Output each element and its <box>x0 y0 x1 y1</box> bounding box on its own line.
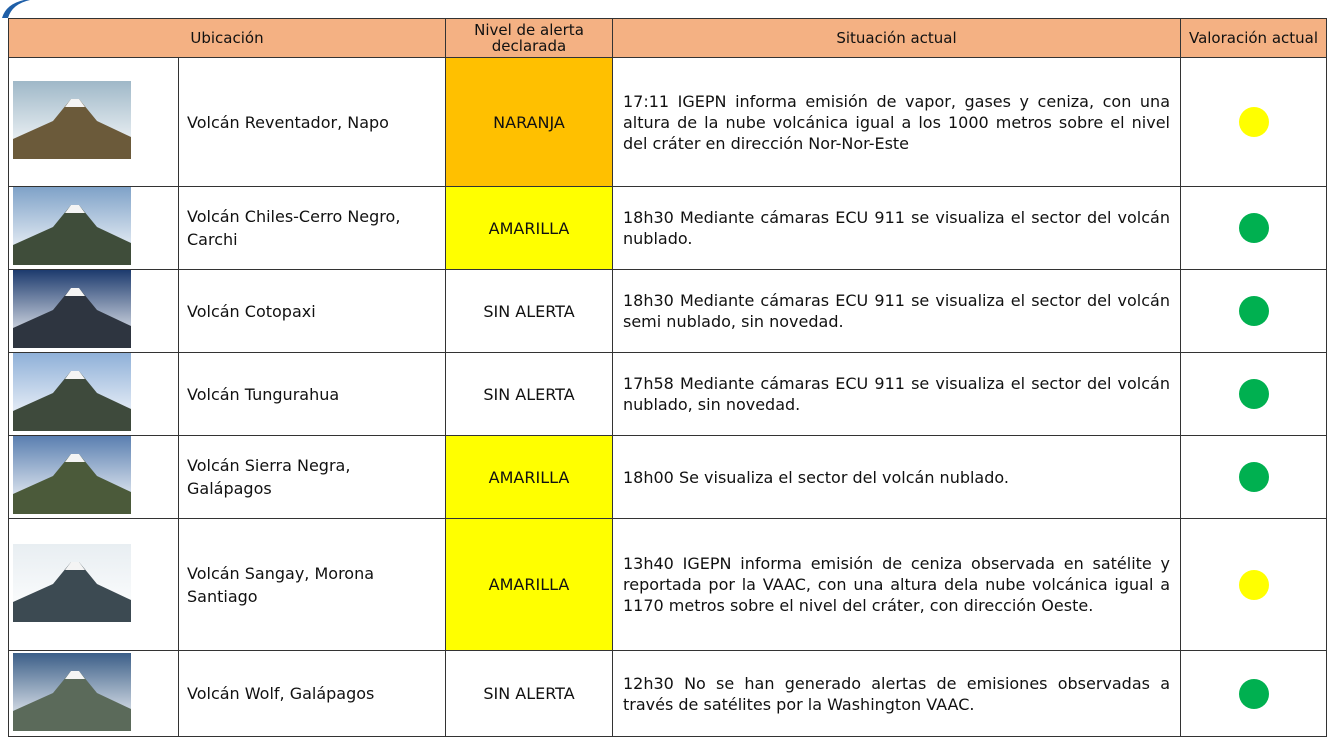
situation: 13h40 IGEPN informa emisión de ceniza ob… <box>612 518 1181 651</box>
table-body: Volcán Reventador, Napo NARANJA 17:11 IGEP… <box>8 57 1327 737</box>
status-dot <box>1238 379 1269 409</box>
image-cell <box>8 57 179 187</box>
header-row: Ubicación Nivel de alerta declarada Situ… <box>8 18 1327 58</box>
image-cell <box>8 435 179 519</box>
alert-level: SIN ALERTA <box>445 352 613 436</box>
volcano-table: Ubicación Nivel de alerta declarada Situ… <box>8 18 1327 737</box>
volcano-photo <box>13 353 131 431</box>
location: Volcán Wolf, Galápagos <box>178 650 446 737</box>
column-header: Situación actual <box>612 18 1181 58</box>
status-cell <box>1180 269 1327 353</box>
image-cell <box>8 269 179 353</box>
image-cell <box>8 352 179 436</box>
status-cell <box>1180 352 1327 436</box>
alert-level: AMARILLA <box>445 435 613 519</box>
volcano-photo <box>13 436 131 514</box>
status-dot <box>1238 569 1269 600</box>
column-header: Ubicación <box>8 18 446 58</box>
table-row: Volcán Cotopaxi SIN ALERTA 18h30 Mediante … <box>8 269 1327 353</box>
situation: 17h58 Mediante cámaras ECU 911 se visual… <box>612 352 1181 436</box>
table-row: Volcán Sierra Negra, Galápagos AMARILLA 18… <box>8 435 1327 519</box>
table-row: Volcán Sangay, Morona Santiago AMARILLA 13… <box>8 518 1327 651</box>
location: Volcán Tungurahua <box>178 352 446 436</box>
alert-level: SIN ALERTA <box>445 650 613 737</box>
volcano-photo <box>13 81 131 159</box>
situation: 18h00 Se visualiza el sector del volcán … <box>612 435 1181 519</box>
alert-level: SIN ALERTA <box>445 269 613 353</box>
table-row: Volcán Wolf, Galápagos SIN ALERTA 12h30 No… <box>8 650 1327 737</box>
situation: 18h30 Mediante cámaras ECU 911 se visual… <box>612 186 1181 270</box>
status-dot <box>1238 107 1269 137</box>
location: Volcán Sangay, Morona Santiago <box>178 518 446 651</box>
image-cell <box>8 518 179 651</box>
status-cell <box>1180 435 1327 519</box>
logo <box>2 0 30 18</box>
situation: 12h30 No se han generado alertas de emis… <box>612 650 1181 737</box>
volcano-photo <box>13 543 131 622</box>
situation: 18h30 Mediante cámaras ECU 911 se visual… <box>612 269 1181 353</box>
status-cell <box>1180 518 1327 651</box>
column-header: Valoración actual <box>1180 18 1327 58</box>
table-row: Volcán Reventador, Napo NARANJA 17:11 IGEP… <box>8 57 1327 187</box>
alert-level: AMARILLA <box>445 186 613 270</box>
table-row: Volcán Chiles-Cerro Negro, Carchi AMARILL… <box>8 186 1327 270</box>
image-cell <box>8 650 179 737</box>
location: Volcán Cotopaxi <box>178 269 446 353</box>
status-dot <box>1238 213 1269 243</box>
location: Volcán Chiles-Cerro Negro, Carchi <box>178 186 446 270</box>
alert-level: NARANJA <box>445 57 613 187</box>
image-cell <box>8 186 179 270</box>
status-cell <box>1180 186 1327 270</box>
column-header: Nivel de alerta declarada <box>445 18 613 58</box>
status-dot <box>1238 678 1269 709</box>
table-row: Volcán Tungurahua SIN ALERTA 17h58 Mediant… <box>8 352 1327 436</box>
alert-level: AMARILLA <box>445 518 613 651</box>
status-cell <box>1180 57 1327 187</box>
location: Volcán Sierra Negra, Galápagos <box>178 435 446 519</box>
status-cell <box>1180 650 1327 737</box>
location: Volcán Reventador, Napo <box>178 57 446 187</box>
status-dot <box>1238 462 1269 492</box>
volcano-photo <box>13 652 131 731</box>
situation: 17:11 IGEPN informa emisión de vapor, ga… <box>612 57 1181 187</box>
status-dot <box>1238 296 1269 326</box>
volcano-photo <box>13 270 131 348</box>
volcano-photo <box>13 187 131 265</box>
